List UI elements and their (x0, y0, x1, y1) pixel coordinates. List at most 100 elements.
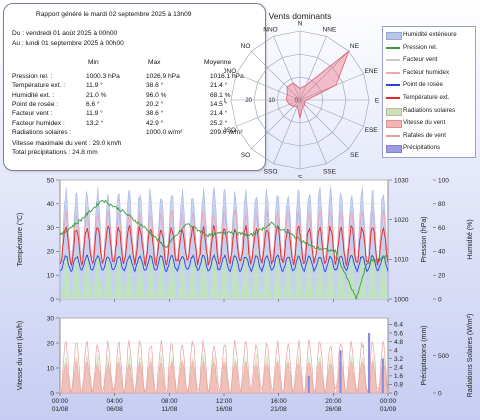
radar-spoke (299, 99, 327, 164)
report-title: Rapport généré le mardi 02 septembre 202… (36, 11, 192, 18)
humidity-axis-tick-label: 20 (438, 273, 446, 280)
radar-ring-label: 20 (245, 98, 252, 104)
temperature-line (59, 224, 389, 267)
radar-direction-label: SSE (323, 169, 337, 176)
wind-axis-tick-label: 20 (47, 340, 55, 347)
temp-axis-tick-label: 0 (50, 296, 54, 303)
pressure-axis-tick-label: 1010 (394, 257, 409, 264)
radar-direction-label: SSO (264, 169, 278, 176)
header-min: Min (88, 59, 99, 66)
radar-direction-label: E (375, 98, 380, 105)
legend-swatch (386, 120, 402, 129)
legend-swatch (386, 71, 400, 74)
date-from: Du : vendredi 01 août 2025 à 00h00 (12, 30, 118, 37)
temp-axis-title: Température (°C) (16, 213, 24, 267)
legend-label: Facteur humidex (403, 68, 450, 76)
radar-direction-label: ESE (365, 127, 379, 134)
legend-label: Vitesse du vent (403, 119, 446, 127)
legend-swatch (386, 59, 400, 62)
legend-label: Précipitations (403, 144, 441, 152)
radar-direction-label: ONO (224, 68, 236, 75)
wind-axis-tick-label: 30 (47, 315, 55, 322)
radar-spoke (250, 50, 301, 101)
stat-avg: 1016.1 hPa (210, 73, 244, 80)
radar-spoke (299, 36, 327, 101)
legend-label: Humidité extérieure (403, 31, 457, 38)
humidity-axis-tick-label: 80 (438, 201, 446, 208)
legend-swatch (386, 46, 400, 49)
stat-avg: 68.1 % (210, 91, 231, 99)
x-tick-time: 08:00 (161, 398, 178, 405)
stat-max: 20.2 ° (146, 100, 164, 108)
x-tick-date: 01/09 (380, 406, 397, 413)
stat-avg: 14.5 ° (210, 100, 228, 108)
pressure-axis-tick-label: 1030 (394, 177, 409, 184)
solar-axis-tick-label: 0 (438, 390, 442, 397)
wind-gust-line (59, 339, 389, 395)
stat-min: 13.2 ° (86, 119, 104, 127)
pressure-axis-tick-label: 1000 (394, 296, 409, 303)
radar-spoke (273, 99, 301, 164)
x-tick-time: 12:00 (216, 398, 233, 405)
x-tick-date: 16/08 (216, 406, 233, 413)
legend-swatch (386, 32, 402, 40)
radar-direction-label: S (298, 175, 303, 179)
radar-direction-label: ENE (364, 68, 378, 75)
humidity-axis-tick-label: 100 (438, 177, 449, 184)
radar-spoke (299, 99, 364, 127)
precip-axis-tick-label: 1.6 (394, 373, 403, 380)
precip-bar (381, 358, 384, 393)
legend-item: Humidité extérieure (383, 30, 475, 40)
legend-item: Point de rosée (383, 80, 475, 90)
radar-ring-label: 10 (268, 98, 275, 104)
radar-spoke (236, 73, 301, 101)
wind-axis-tick-label: 0 (50, 390, 54, 397)
radar-direction-label: SO (241, 152, 250, 159)
precip-axis-tick-label: 4.8 (394, 339, 403, 346)
radar-data-area (285, 49, 350, 119)
stat-avg: 21.4 ° (210, 110, 228, 118)
stat-label: Facteur humidex : (12, 119, 65, 127)
precip-axis-tick-label: 4 (394, 347, 398, 354)
radar-direction-label: NO (241, 43, 251, 50)
stat-label: Pression rel. : (12, 73, 53, 80)
radar-direction-label: NNE (323, 26, 337, 33)
x-tick-time: 00:00 (52, 398, 69, 405)
stat-max: 38.6 ° (146, 110, 164, 118)
legend-swatch (386, 84, 400, 87)
dewpoint-line (59, 253, 389, 273)
temp-axis-tick-label: 30 (47, 225, 55, 232)
stat-max: 42.9 ° (146, 119, 164, 127)
precip-axis-tick-label: 6.4 (394, 322, 403, 329)
total-precip: Total précipitations : 24.8 mm (12, 149, 98, 156)
legend-item: Rafales de vent (383, 131, 475, 141)
header-avg: Moyenne (204, 59, 232, 66)
radar-direction-label: N (298, 21, 303, 28)
legend-swatch (386, 134, 400, 137)
stat-avg: 209.0 w/m² (210, 128, 243, 136)
stat-max: 1000.0 w/m² (146, 128, 183, 136)
solar-axis-title: Radiations Solaires (W/m²) (467, 314, 474, 398)
legend-item: Facteur vent (383, 55, 475, 65)
stat-label: Radiations solaires : (12, 128, 72, 136)
radar-direction-label: NNO (263, 26, 277, 33)
legend-swatch (386, 107, 402, 116)
radar-direction-label: NE (350, 43, 360, 50)
legend-label: Radiations solaires (403, 106, 456, 114)
header-max: Max (148, 59, 161, 66)
temp-axis-tick-label: 40 (47, 201, 55, 208)
precip-axis-tick-label: 5.6 (394, 330, 403, 337)
legend-label: Point de rosée (403, 81, 443, 89)
wind-axis-title: Vitesse du vent (km/h) (17, 321, 24, 391)
humidity-axis-tick-label: 60 (438, 225, 446, 232)
legend-swatch (386, 145, 402, 154)
radar-title: Vents dominants (269, 11, 332, 21)
stat-min: 6.6 ° (86, 100, 100, 108)
summary-panel: Rapport généré le mardi 02 septembre 202… (3, 3, 266, 171)
precip-axis-tick-label: 2.4 (394, 365, 403, 372)
temp-axis-tick-label: 20 (47, 249, 55, 256)
time-series-charts: 0102030405010001010102010300204060801000… (16, 177, 474, 413)
radar-spoke (299, 99, 350, 150)
